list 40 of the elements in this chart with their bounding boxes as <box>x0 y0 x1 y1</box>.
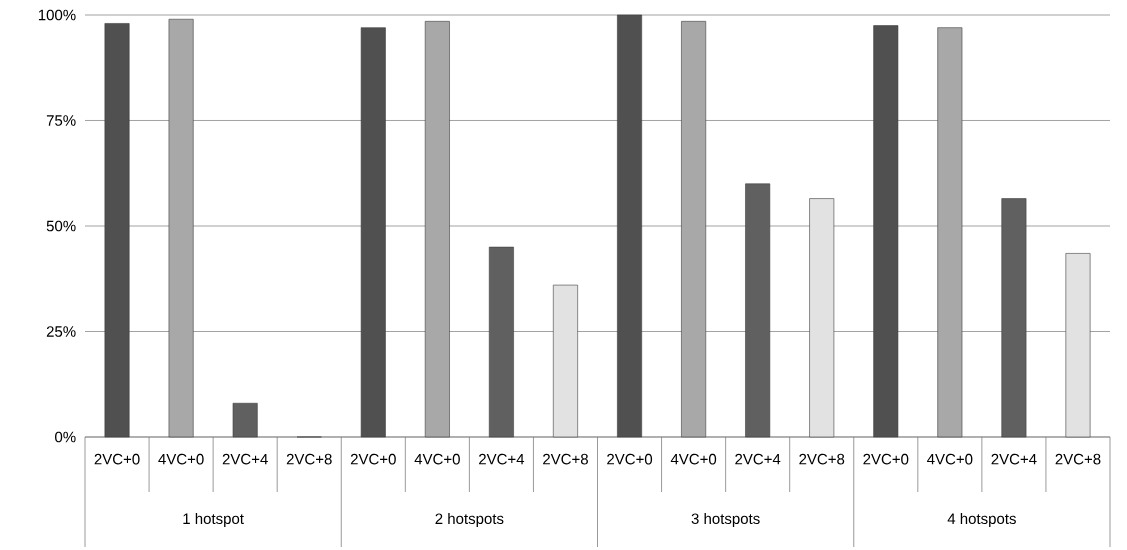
bar <box>168 18 194 438</box>
x-tick-label: 4VC+0 <box>158 453 204 465</box>
x-tick-label: 2VC+0 <box>94 453 140 465</box>
text: 4 hotspots <box>947 513 1016 527</box>
x-tick-label: 2VC+4 <box>222 453 268 465</box>
x-tick-label: 2VC+8 <box>799 453 845 465</box>
x-tick-label: 2VC+0 <box>350 453 396 465</box>
bar <box>424 21 450 438</box>
x-tick-label: 4VC+0 <box>927 453 973 465</box>
x-tick-label: 2VC+0 <box>863 453 909 465</box>
x-tick-label: 4VC+0 <box>414 453 460 465</box>
bar <box>681 21 707 438</box>
bar <box>745 183 771 438</box>
bar <box>937 27 963 438</box>
x-tick-label: 2VC+8 <box>1055 453 1101 465</box>
bar <box>360 27 386 438</box>
y-tick-label: 50% <box>46 220 76 232</box>
bar <box>617 14 643 438</box>
y-tick-label: 75% <box>46 115 76 126</box>
bar <box>104 23 130 438</box>
bar <box>1001 198 1027 438</box>
x-tick-label: 2VC+8 <box>543 453 588 465</box>
y-tick-label: 25% <box>46 326 76 337</box>
bar <box>873 25 899 438</box>
text: 3 hotspots <box>691 513 760 527</box>
x-tick-label: 2VC+4 <box>991 453 1037 465</box>
x-tick-label: 2VC+8 <box>286 453 332 465</box>
bar <box>809 198 835 438</box>
text: 1 hotspot <box>183 513 244 527</box>
bar <box>1065 253 1091 438</box>
bar <box>553 284 578 438</box>
y-tick-label: 0% <box>55 431 76 443</box>
x-tick-label: 2VC+0 <box>607 453 653 465</box>
y-tick-label: 100% <box>38 9 76 21</box>
text: 2 hotspots <box>435 513 504 527</box>
x-tick-label: 2VC+4 <box>735 453 781 465</box>
bar <box>488 246 514 438</box>
bar <box>232 402 258 438</box>
x-tick-label: 4VC+0 <box>670 453 717 465</box>
x-tick-label: 2VC+4 <box>479 453 525 465</box>
